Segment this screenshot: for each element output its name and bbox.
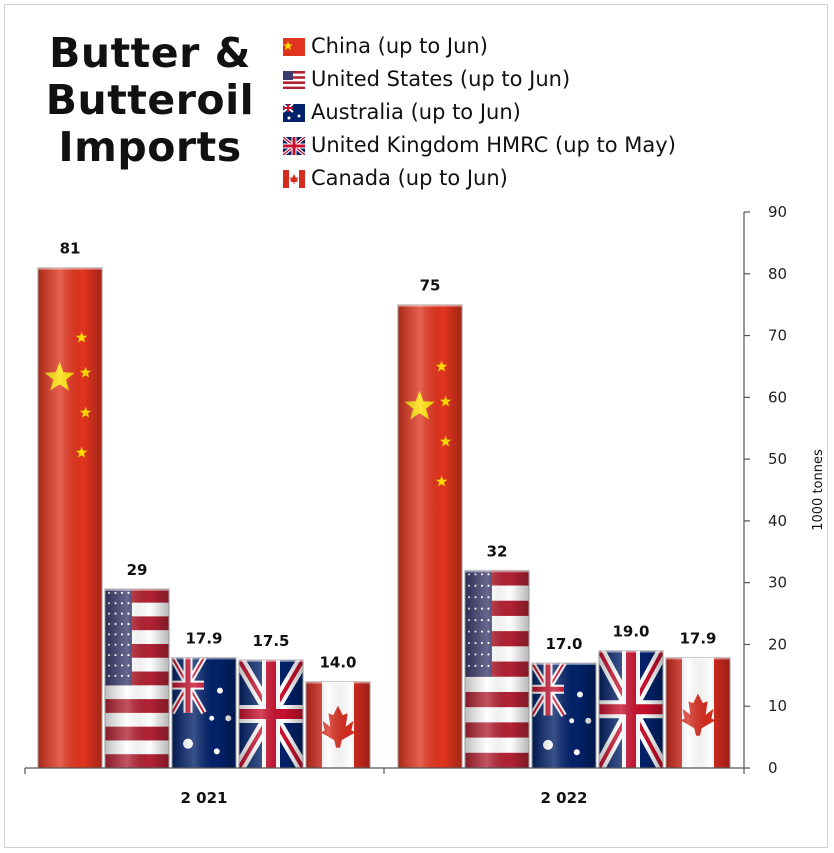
y-tick-label: 70 [768, 327, 787, 345]
data-label: 32 [487, 542, 508, 560]
bar-us-1 [464, 568, 530, 769]
chart-title: Butter & Butteroil Imports [45, 29, 255, 171]
bar-uk-0 [238, 657, 304, 769]
data-label: 17.5 [252, 632, 289, 650]
bar-australia-0 [171, 655, 237, 769]
legend-label: United Kingdom HMRC (up to May) [311, 133, 676, 157]
legend-item-australia: Australia (up to Jun) [283, 96, 676, 129]
y-tick-label: 20 [768, 635, 787, 653]
bar-australia-1 [531, 660, 597, 769]
bar-canada-1 [665, 655, 731, 769]
x-tick-label: 2 021 [181, 789, 228, 807]
y-tick-label: 90 [768, 203, 787, 221]
data-label: 14.0 [319, 654, 356, 672]
legend: China (up to Jun) United States (up to J… [283, 30, 676, 195]
bar-uk-1 [598, 648, 664, 769]
y-tick-label: 50 [768, 450, 787, 468]
data-label: 17.9 [185, 629, 222, 647]
y-axis-label: 1000 tonnes [811, 449, 826, 531]
legend-item-us: United States (up to Jun) [283, 63, 676, 96]
legend-label: Australia (up to Jun) [311, 100, 521, 124]
data-label: 75 [420, 277, 441, 295]
data-label: 19.0 [612, 623, 649, 641]
bar-canada-0 [305, 679, 371, 769]
legend-label: Canada (up to Jun) [311, 166, 508, 190]
chart-frame [4, 4, 828, 848]
bar-china-0 [37, 265, 103, 769]
bars-group: 81 29 17.9 17.5 14.0 75 32 17.0 19.0 17.9 [37, 240, 731, 769]
australia-flag-icon [283, 104, 305, 122]
uk-flag-icon [283, 137, 305, 155]
data-label: 81 [60, 240, 81, 258]
y-tick-label: 40 [768, 512, 787, 530]
bar-china-1 [397, 302, 463, 769]
data-label: 17.0 [545, 635, 582, 653]
bar-us-0 [104, 586, 170, 769]
data-label: 17.9 [679, 629, 716, 647]
x-tick-label: 2 022 [541, 789, 588, 807]
axes-group: 2 021 2 022 0 10 20 30 40 50 60 70 80 90 1000 tonnes [24, 203, 826, 807]
y-tick-label: 10 [768, 697, 787, 715]
us-flag-icon [283, 71, 305, 89]
data-label: 29 [127, 561, 148, 579]
y-tick-label: 0 [768, 759, 778, 777]
legend-item-china: China (up to Jun) [283, 30, 676, 63]
y-tick-label: 80 [768, 265, 787, 283]
y-tick-label: 60 [768, 388, 787, 406]
legend-label: United States (up to Jun) [311, 67, 571, 91]
legend-label: China (up to Jun) [311, 34, 488, 58]
china-flag-icon [283, 38, 305, 56]
canada-flag-icon [283, 170, 305, 188]
legend-item-canada: Canada (up to Jun) [283, 162, 676, 195]
legend-item-uk: United Kingdom HMRC (up to May) [283, 129, 676, 162]
y-tick-label: 30 [768, 574, 787, 592]
